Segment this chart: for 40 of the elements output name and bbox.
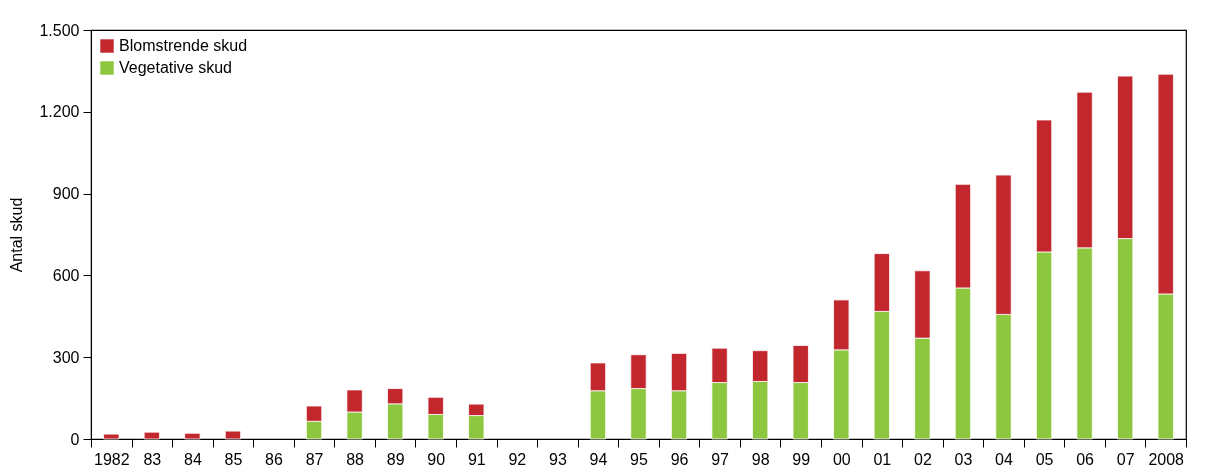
x-tick-label: 03 [954, 450, 973, 468]
bar [143, 431, 160, 440]
x-tick-label: 05 [1035, 450, 1054, 468]
y-tick-label: 0 [70, 430, 80, 448]
x-tick-label: 00 [832, 450, 851, 468]
x-tick-label: 99 [792, 450, 811, 468]
x-tick-label: 06 [1076, 450, 1095, 468]
x-tick-label: 86 [265, 450, 283, 468]
x-tick-label: 87 [305, 450, 324, 468]
x-tick-label: 01 [873, 450, 892, 468]
x-tick-label: 89 [386, 450, 405, 468]
y-tick-label: 900 [52, 185, 80, 203]
x-tick-label: 95 [630, 450, 648, 468]
x-tick-label: 84 [183, 450, 202, 468]
x-tick-label: 96 [670, 450, 689, 468]
y-tick-label: 1.200 [39, 103, 80, 121]
x-tick-label: 92 [508, 450, 527, 468]
y-tick-label: 1.500 [39, 21, 80, 39]
x-tick-label: 93 [548, 450, 567, 468]
bar [103, 433, 120, 440]
x-tick-label: 1982 [93, 450, 130, 468]
x-tick-label: 90 [427, 450, 446, 468]
x-tick-label: 2008 [1148, 450, 1185, 468]
x-tick-label: 85 [224, 450, 243, 468]
x-tick-label: 94 [589, 450, 608, 468]
x-tick-label: 98 [751, 450, 770, 468]
x-tick-label: 97 [711, 450, 730, 468]
y-tick-label: 600 [52, 266, 80, 284]
x-tick-label: 91 [467, 450, 486, 468]
y-tick-label: 300 [52, 348, 80, 366]
x-tick-label: 02 [913, 450, 932, 468]
x-tick-label: 83 [143, 450, 162, 468]
bar [184, 432, 201, 440]
bar [224, 430, 242, 440]
y-axis-title: Antal skud [8, 197, 26, 273]
x-tick-label: 88 [346, 450, 365, 468]
legend-label: Vegetative skud [119, 59, 232, 76]
x-tick-label: 04 [995, 450, 1013, 468]
x-tick-label: 07 [1116, 450, 1135, 468]
legend-label: Blomstrende skud [119, 37, 248, 54]
